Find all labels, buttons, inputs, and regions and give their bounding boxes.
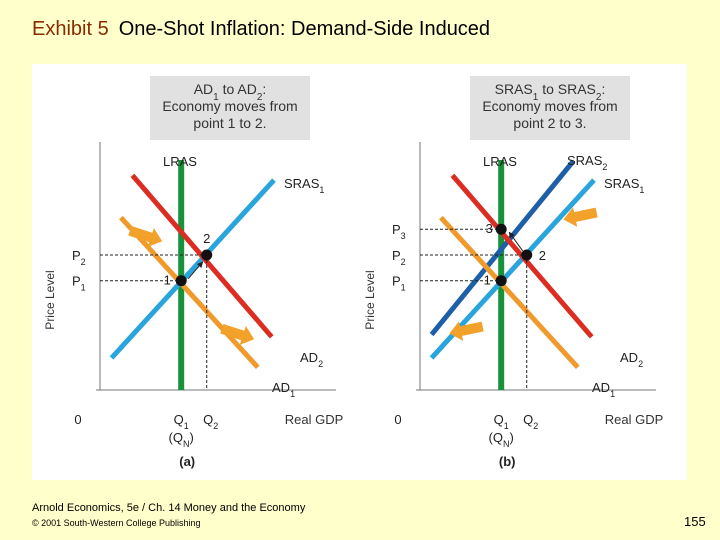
info-box — [470, 76, 630, 140]
point-3 — [495, 223, 507, 235]
info-box-line-1: AD1 to AD2: — [194, 81, 267, 103]
line-label-sras2: SRAS2 — [567, 153, 607, 172]
exhibit-title: One-Shot Inflation: Demand-Side Induced — [118, 18, 491, 40]
line-ad1 — [119, 215, 260, 369]
shift-arrow-ad-upper — [128, 225, 163, 248]
panel-label: (b) — [499, 454, 516, 469]
info-box-line-3: point 1 to 2. — [193, 115, 266, 131]
y-tick-p2: P2 — [392, 248, 406, 267]
shift-arrow-ad-return — [449, 321, 484, 341]
footer-citation: Arnold Economics, 5e / Ch. 14 Money and … — [32, 502, 306, 514]
slide-title: Exhibit 5 One-Shot Inflation: Demand-Side… — [32, 18, 490, 41]
x-tick-qn: (QN) — [489, 430, 514, 449]
shift-arrow-sras — [563, 207, 598, 227]
page-number: 155 — [684, 514, 706, 529]
shift-arrow-ad-lower — [220, 323, 255, 346]
panel-label: (a) — [179, 454, 195, 469]
origin-label: 0 — [74, 412, 81, 427]
info-box-line-1: SRAS1 to SRAS2: — [495, 81, 606, 103]
line-label-ad2: AD2 — [300, 350, 323, 369]
y-tick-p3: P3 — [392, 222, 406, 241]
line-sras2 — [429, 159, 576, 337]
y-axis-label: Price Level — [363, 270, 377, 329]
y-tick-p1: P1 — [72, 274, 86, 293]
point-label-1: 1 — [164, 273, 171, 288]
line-label-ad1: AD1 — [592, 380, 615, 399]
point-label-3: 3 — [486, 221, 493, 236]
line-label-lras: LRAS — [163, 154, 197, 169]
y-tick-p1: P1 — [392, 274, 406, 293]
line-ad1 — [439, 215, 580, 369]
point-label-2: 2 — [203, 231, 210, 246]
info-box-line-3: point 2 to 3. — [513, 115, 586, 131]
info-box-line-2: Economy moves from — [162, 98, 297, 114]
move-arrow-2-to-3 — [508, 231, 524, 252]
x-axis-label: Real GDP — [605, 412, 664, 427]
point-label-1: 1 — [484, 273, 491, 288]
line-label-ad2: AD2 — [620, 350, 643, 369]
x-tick-q2: Q2 — [203, 412, 218, 431]
line-label-sras1: SRAS1 — [284, 176, 324, 195]
footer-copyright: © 2001 South-Western College Publishing — [32, 518, 201, 528]
line-label-ad1: AD1 — [272, 380, 295, 399]
chart-panel-b: SRAS1 to SRAS2: Economy moves from point 2… — [352, 64, 687, 480]
point-1 — [495, 275, 507, 287]
point-label-2: 2 — [539, 248, 546, 263]
x-axis-label: Real GDP — [285, 412, 344, 427]
x-tick-q1: Q1 — [174, 412, 189, 431]
info-box — [150, 76, 310, 140]
origin-label: 0 — [394, 412, 401, 427]
line-label-sras1: SRAS1 — [604, 176, 644, 195]
line-sras1 — [109, 178, 276, 360]
info-box-line-2: Economy moves from — [482, 98, 617, 114]
exhibit-label: Exhibit 5 — [32, 18, 109, 40]
point-2 — [521, 249, 533, 261]
point-2 — [201, 249, 213, 261]
y-tick-p2: P2 — [72, 248, 86, 267]
y-axis-label: Price Level — [43, 270, 57, 329]
point-1 — [175, 275, 187, 287]
chart-panel-a: AD1 to AD2: Economy moves from point 1 to … — [32, 64, 367, 480]
x-tick-qn: (QN) — [169, 430, 194, 449]
line-label-lras: LRAS — [483, 154, 517, 169]
x-tick-q1: Q1 — [494, 412, 509, 431]
move-arrow-1-to-2 — [187, 261, 204, 280]
x-tick-q2: Q2 — [523, 412, 538, 431]
